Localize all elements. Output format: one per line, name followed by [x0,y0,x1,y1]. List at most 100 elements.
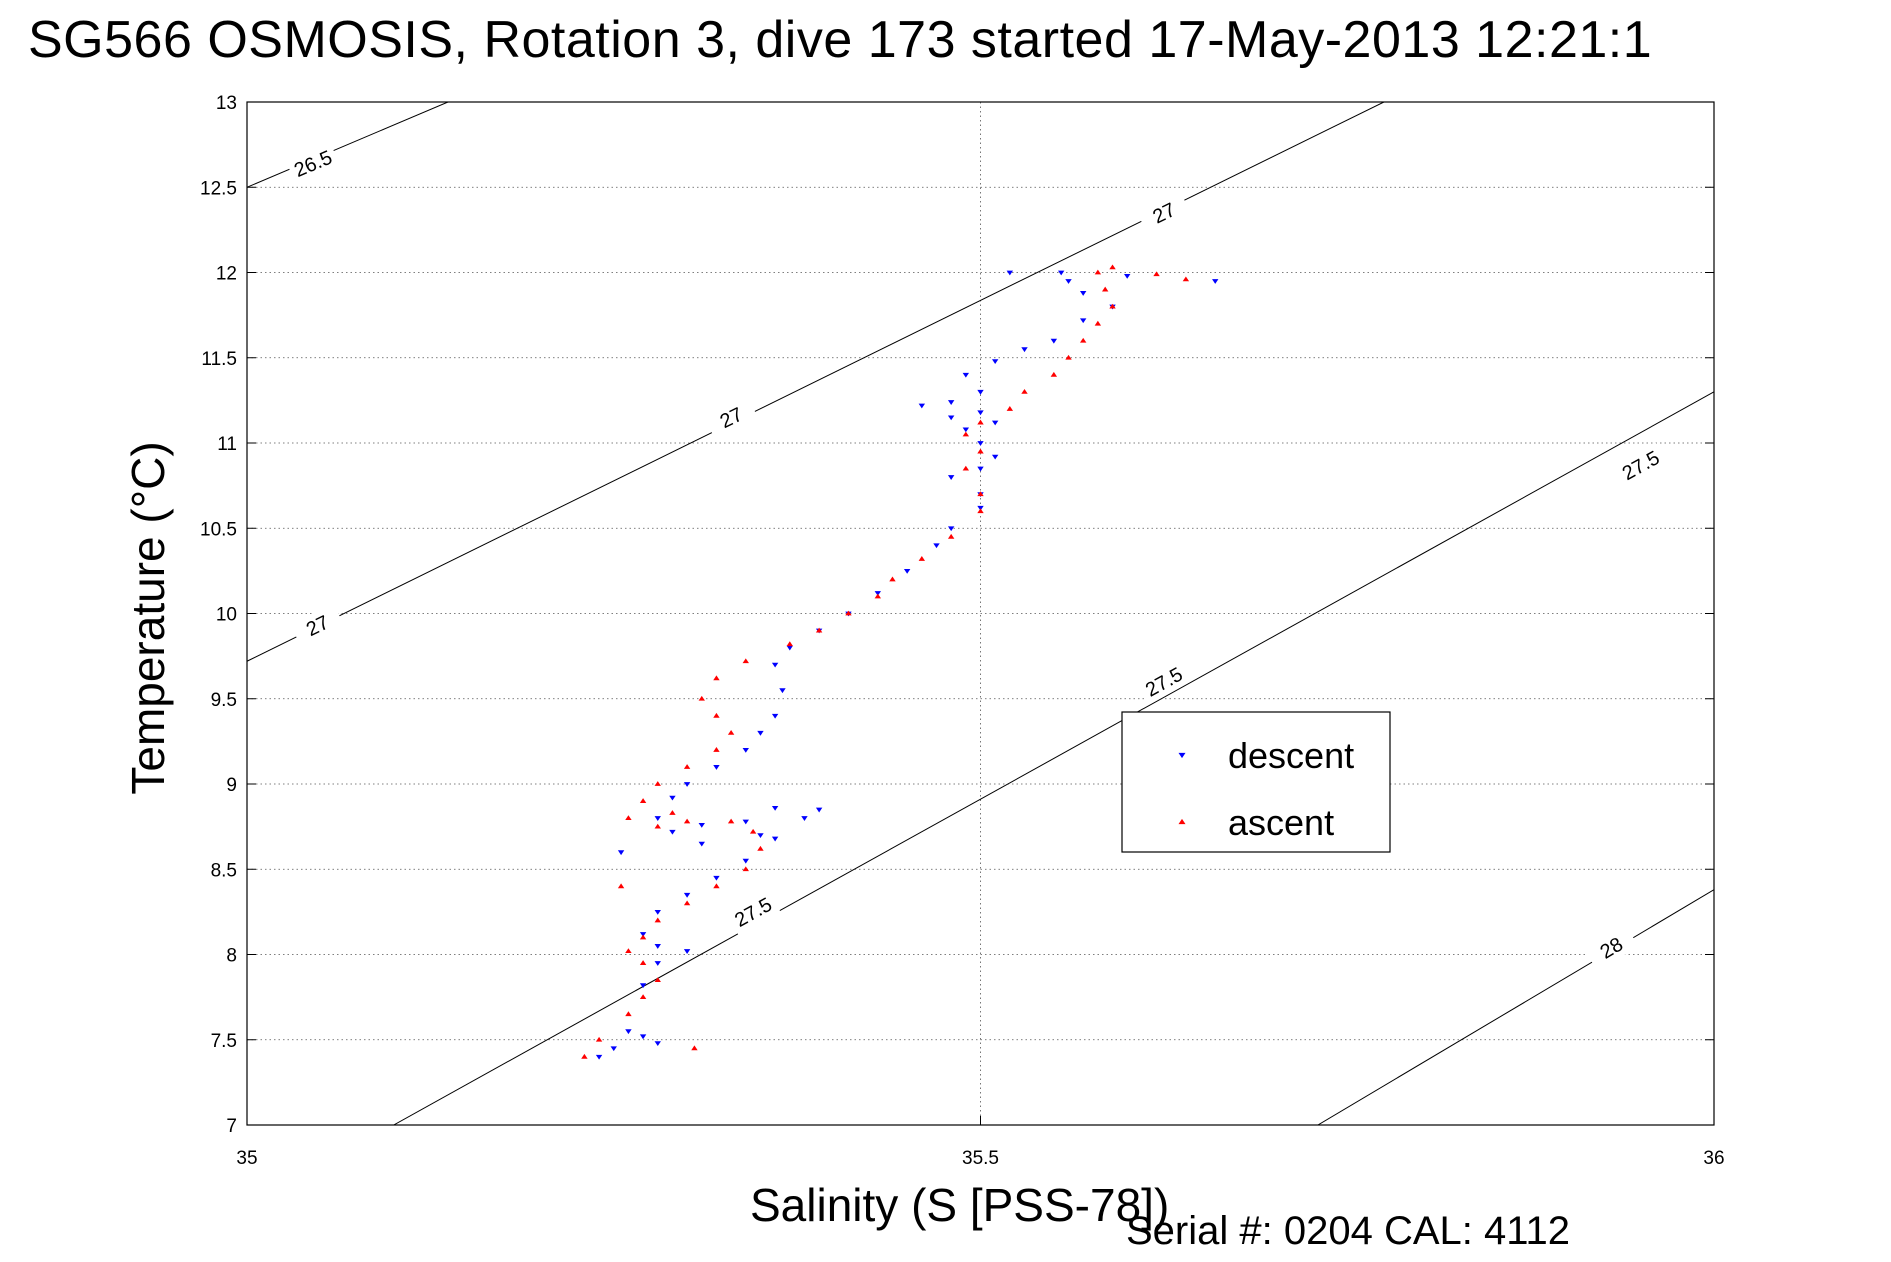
data-point-ascent [1094,320,1102,326]
data-point-descent [1065,279,1072,284]
contour-label-bg [285,142,341,185]
data-point-ascent [947,533,955,539]
data-point-descent [595,1054,603,1060]
data-point-descent [698,841,705,847]
data-point-ascent [845,610,852,616]
data-point-ascent [683,764,691,769]
legend-marker-ascent [1178,818,1186,825]
data-point-descent [991,420,999,426]
y-tick-label: 10 [216,605,237,626]
data-point-ascent [639,798,647,803]
data-point-descent [918,403,926,409]
data-point-ascent [742,866,749,872]
data-point-descent [654,1041,661,1047]
data-point-ascent [654,977,661,982]
data-point-descent [669,829,676,835]
data-point-descent [779,688,786,694]
data-point-descent [654,909,661,915]
data-point-ascent [1153,271,1160,277]
x-tick-label: 35 [236,1148,257,1169]
data-point-ascent [1094,269,1102,275]
data-point-ascent [691,1045,698,1051]
data-point-ascent [727,818,735,824]
data-point-descent [742,858,749,864]
y-tick-label: 7 [226,1116,237,1137]
y-axis-label: Temperature (°C) [122,441,174,795]
contour-label-bg [1613,442,1668,489]
data-point-ascent [977,508,984,514]
data-point-descent [903,568,911,574]
data-point-descent [962,427,970,433]
data-point-descent [977,505,984,511]
data-point-descent [639,983,647,989]
data-point-descent [947,475,955,480]
data-point-ascent [1109,303,1116,309]
legend-label-ascent: ascent [1228,802,1334,843]
contour-label-bg [725,888,781,935]
data-point-ascent [639,960,647,965]
contour-label-bg [1136,658,1192,705]
data-point-ascent [713,675,720,681]
x-axis-label: Salinity (S [PSS-78]) [750,1179,1170,1231]
data-point-descent [947,415,955,421]
y-tick-label: 10.5 [200,519,237,540]
contour-label-bg [703,395,759,440]
data-point-ascent [1109,264,1116,270]
y-tick-label: 12.5 [200,178,237,199]
data-point-ascent [683,900,691,906]
contour-line-26.5 [247,102,449,188]
data-point-ascent [669,810,676,815]
data-point-ascent [977,491,984,497]
density-contours [247,102,1714,1125]
data-point-ascent [639,994,647,1000]
contour-label-bg [1136,190,1192,236]
data-point-descent [977,389,984,395]
data-point-descent [1079,318,1087,324]
data-point-ascent [698,695,705,701]
data-point-descent [1079,291,1087,296]
data-point-ascent [713,712,720,718]
contour-label-bg [290,603,345,648]
data-point-ascent [1079,337,1087,343]
data-point-descent [625,1029,632,1035]
data-point-descent [874,591,882,596]
data-point-descent [1021,347,1028,353]
data-point-ascent [1006,406,1014,411]
data-point-ascent [977,448,984,454]
data-point-ascent [581,1053,588,1059]
chart-title: SG566 OSMOSIS, Rotation 3, dive 173 star… [28,11,1653,69]
data-point-descent [1050,338,1058,344]
y-tick-label: 9.5 [211,690,237,711]
data-point-descent [683,782,691,787]
x-tick-label: 35.5 [962,1148,999,1169]
grid-lines [246,101,1715,1126]
data-point-descent [977,466,984,472]
data-point-ascent [713,883,720,889]
data-point-descent [639,932,647,937]
data-point-ascent [977,419,984,425]
data-point-descent [771,836,779,842]
data-point-descent [654,816,661,821]
data-point-ascent [918,556,926,561]
data-point-descent [977,441,984,446]
data-point-descent [962,372,970,378]
data-point-ascent [742,658,749,664]
data-point-descent [801,816,808,821]
data-point-ascent [757,845,764,851]
data-point-descent [698,823,705,828]
data-point-ascent [625,815,632,821]
data-point-descent [1124,273,1131,279]
contour-label-bg [1584,924,1639,972]
y-tick-label: 11.5 [201,349,237,370]
contour-line-27 [247,102,1385,662]
data-point-ascent [815,627,823,633]
data-point-ascent [713,747,720,752]
data-point-descent [757,730,764,736]
data-point-ascent [1021,388,1028,394]
data-point-descent [771,713,779,719]
data-point-descent [742,747,749,753]
data-point-descent [947,526,955,532]
axis-ticks: 7 7.5 8 8.5 9 9.5 10 10.5 11 11.5 12 12.5 13 35 35.5 36 [200,93,1725,1169]
